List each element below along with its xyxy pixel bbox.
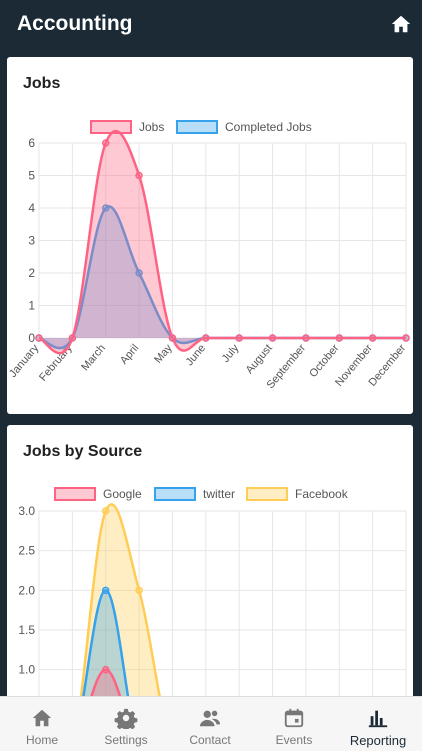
- tab-contact[interactable]: Contact: [168, 697, 252, 751]
- y-tick-label: 3.0: [18, 504, 35, 518]
- y-tick-label: 3: [28, 234, 35, 248]
- series-area: [39, 206, 406, 349]
- data-point: [268, 334, 277, 342]
- y-tick-label: 1.5: [18, 623, 35, 637]
- data-point: [168, 334, 177, 342]
- calendar-icon: [284, 708, 304, 728]
- data-point: [235, 334, 243, 342]
- data-point: [101, 204, 110, 212]
- data-point: [101, 507, 110, 515]
- data-point: [68, 334, 77, 342]
- legend-swatch: [246, 487, 288, 501]
- x-tick-label: May: [152, 342, 175, 366]
- y-tick-label: 2: [28, 266, 35, 280]
- data-point: [402, 334, 410, 342]
- y-tick-label: 5: [28, 169, 35, 183]
- gear-icon: [114, 708, 138, 729]
- tab-home[interactable]: Home: [0, 697, 84, 751]
- series-line: [38, 129, 406, 355]
- jobs-card-title: Jobs: [23, 75, 61, 92]
- data-point: [101, 139, 110, 147]
- series-area: [80, 590, 132, 715]
- jobs-card: Jobs 0 1 2 3 4 5 6 January February March April May…: [7, 57, 413, 414]
- tab-events-label: Events: [275, 733, 313, 747]
- x-tick-label: August: [244, 342, 275, 376]
- tab-home-label: Home: [25, 733, 58, 747]
- tab-settings[interactable]: Settings: [84, 697, 168, 751]
- bar-chart-icon: [368, 710, 388, 728]
- home-icon: [32, 709, 52, 727]
- tab-contact-label: Contact: [189, 733, 231, 747]
- data-point: [335, 334, 344, 342]
- data-point: [135, 171, 143, 180]
- data-point: [101, 665, 110, 674]
- y-tick-label: 2.5: [18, 544, 35, 558]
- y-tick-label: 1.0: [18, 663, 35, 677]
- series-area: [39, 131, 406, 354]
- home-icon[interactable]: [390, 13, 412, 35]
- x-tick-label: April: [118, 342, 141, 367]
- jobs-by-source-card: Jobs by Source 0.51.01.52.02.53.0Googlet…: [7, 425, 413, 715]
- tab-events[interactable]: Events: [252, 697, 336, 751]
- data-point: [35, 334, 43, 342]
- x-tick-label: October: [307, 342, 342, 380]
- x-tick-label: July: [220, 342, 242, 365]
- legend-label: Facebook: [295, 487, 349, 501]
- legend-label: twitter: [203, 487, 235, 501]
- y-tick-label: 1: [28, 299, 35, 313]
- x-tick-label: January: [7, 342, 42, 380]
- data-point: [135, 586, 143, 595]
- legend-label: Google: [103, 487, 142, 501]
- y-tick-label: 4: [28, 201, 35, 215]
- tab-settings-label: Settings: [104, 733, 148, 747]
- data-point: [368, 334, 377, 342]
- app-bar: Accounting: [0, 0, 422, 50]
- legend-swatch: [154, 487, 196, 501]
- y-tick-label: 0: [28, 331, 35, 345]
- tab-reporting[interactable]: Reporting: [336, 697, 420, 751]
- series-line: [79, 589, 133, 715]
- series-area: [78, 504, 164, 715]
- x-tick-label: March: [79, 342, 108, 373]
- data-point: [202, 334, 210, 342]
- jobs-by-source-card-title: Jobs by Source: [23, 443, 143, 460]
- data-point: [101, 586, 110, 595]
- data-point: [302, 334, 310, 342]
- tab-reporting-label: Reporting: [349, 733, 407, 748]
- series-line: [77, 503, 165, 715]
- contact-icon: [199, 710, 221, 727]
- series-line: [84, 668, 127, 715]
- legend-label: Jobs: [139, 120, 164, 134]
- bottom-tab-bar: Home Settings Contact Events: [0, 696, 422, 751]
- legend-swatch: [90, 120, 132, 134]
- legend-swatch: [54, 487, 96, 501]
- data-point: [135, 269, 143, 277]
- legend-swatch: [176, 120, 218, 134]
- legend-label: Completed Jobs: [225, 120, 312, 134]
- y-tick-label: 6: [28, 136, 35, 150]
- app-title: Accounting: [17, 12, 133, 35]
- y-tick-label: 2.0: [18, 583, 35, 597]
